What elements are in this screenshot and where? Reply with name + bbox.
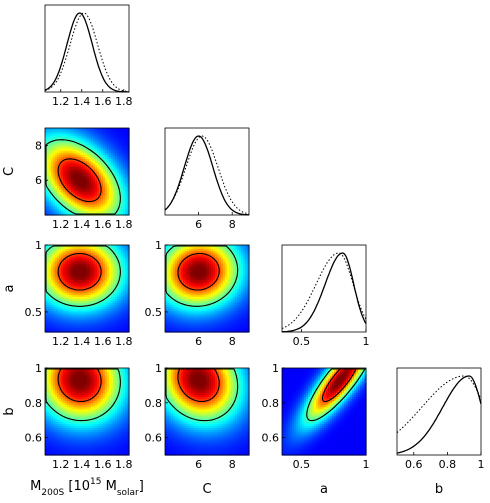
- x-axis-label-M-superscript: 15: [90, 477, 101, 487]
- contour-outer-M-a: [45, 245, 121, 307]
- x-axis-label-C: C: [202, 482, 211, 497]
- marginal-panel-b: [396, 367, 482, 456]
- x-tick-label-M-1.4: 1.4: [73, 335, 91, 348]
- x-axis-label-M-subscript: 200S: [41, 488, 64, 498]
- x-tick-label-a-0.5: 0.5: [293, 458, 311, 471]
- contour-outer-C-b: [165, 368, 239, 422]
- y-axis-label-b: b: [2, 407, 17, 415]
- x-axis-label-M-mid2: M: [101, 479, 116, 494]
- x-tick-label-a-0.5: 0.5: [293, 335, 311, 348]
- marginal-panel-M: [44, 4, 130, 93]
- y-tick-label-a-0.5: 0.5: [145, 306, 163, 319]
- x-axis-label-M-mid: [10: [64, 479, 90, 494]
- marginal-curve-solid-C: [164, 135, 249, 216]
- joint-frame-M-C: [44, 127, 130, 216]
- joint-frame-C-a: [164, 244, 250, 333]
- contour-outer-a-b: [306, 368, 366, 422]
- y-tick-label-b-0.6: 0.6: [262, 432, 280, 445]
- marginal-panel-C: [164, 127, 250, 216]
- joint-panel-C-b: [164, 367, 250, 456]
- x-tick-label-C-6: 6: [195, 335, 202, 348]
- marginal-panel-a: [281, 244, 367, 333]
- y-tick-label-b-1: 1: [35, 362, 42, 375]
- x-tick-label-b-1: 1: [478, 458, 485, 471]
- y-tick-label-C-8: 8: [35, 139, 42, 152]
- joint-frame-C-b: [164, 367, 250, 456]
- joint-panel-M-a: [44, 244, 130, 333]
- contour-outer-M-C: [45, 139, 121, 215]
- contour-inner-M-C: [57, 158, 102, 203]
- x-tick-label-M-1.4: 1.4: [73, 218, 91, 231]
- x-axis-label-M-end: ]: [139, 479, 144, 494]
- marginal-curve-solid-M: [44, 12, 130, 93]
- x-tick-label-M-1.6: 1.6: [94, 335, 112, 348]
- x-axis-label-a: a: [320, 482, 328, 497]
- y-tick-label-b-0.6: 0.6: [25, 432, 43, 445]
- x-axis-label-M-subscript2: solar: [117, 488, 139, 498]
- x-tick-label-M-1.2: 1.2: [52, 218, 70, 231]
- joint-panel-C-a: [164, 244, 250, 333]
- x-tick-label-C-8: 8: [229, 335, 236, 348]
- x-tick-label-M-1.2: 1.2: [52, 458, 70, 471]
- density-map-a-b: [282, 368, 367, 456]
- marginal-frame-C: [164, 127, 250, 216]
- contour-inner-C-a: [177, 252, 220, 291]
- marginal-curve-solid-b: [396, 375, 482, 454]
- x-tick-label-C-6: 6: [195, 458, 202, 471]
- joint-panel-M-C: [44, 127, 130, 216]
- x-axis-label-M-main: M: [30, 479, 41, 494]
- x-tick-label-M-1.8: 1.8: [115, 335, 133, 348]
- marginal-curve-dotted-b: [396, 375, 482, 433]
- contour-outer-M-b: [45, 368, 121, 422]
- y-tick-label-b-0.8: 0.8: [262, 397, 280, 410]
- x-tick-label-M-1.6: 1.6: [94, 458, 112, 471]
- x-tick-label-b-0.6: 0.6: [405, 458, 423, 471]
- contour-outer-C-a: [165, 245, 239, 307]
- x-tick-label-C-8: 8: [229, 458, 236, 471]
- y-tick-label-b-1: 1: [272, 362, 279, 375]
- x-axis-label-b: b: [435, 482, 443, 497]
- density-map-M-b: [45, 368, 130, 456]
- x-tick-label-M-1.4: 1.4: [73, 95, 91, 108]
- y-tick-label-a-0.5: 0.5: [25, 306, 43, 319]
- marginal-curve-dotted-C: [164, 135, 250, 215]
- joint-panel-M-b: [44, 367, 130, 456]
- x-tick-label-a-1: 1: [363, 335, 370, 348]
- joint-panel-a-b: [281, 367, 367, 456]
- marginal-frame-b: [396, 367, 482, 456]
- x-tick-label-b-0.8: 0.8: [439, 458, 457, 471]
- x-tick-label-a-1: 1: [363, 458, 370, 471]
- y-tick-label-b-0.8: 0.8: [145, 397, 163, 410]
- y-tick-label-a-1: 1: [155, 239, 162, 252]
- joint-frame-M-a: [44, 244, 130, 333]
- x-tick-label-M-1.8: 1.8: [115, 218, 133, 231]
- x-tick-label-C-6: 6: [195, 218, 202, 231]
- joint-frame-a-b: [281, 367, 367, 456]
- x-tick-label-M-1.4: 1.4: [73, 458, 91, 471]
- marginal-frame-M: [44, 4, 130, 93]
- x-tick-label-M-1.6: 1.6: [94, 218, 112, 231]
- y-tick-label-b-1: 1: [155, 362, 162, 375]
- y-tick-label-b-0.8: 0.8: [25, 397, 43, 410]
- y-tick-label-b-0.6: 0.6: [145, 432, 163, 445]
- x-axis-label-M: M200S [1015 Msolar]: [30, 477, 144, 498]
- density-map-M-C: [45, 128, 130, 216]
- x-tick-label-M-1.8: 1.8: [115, 458, 133, 471]
- y-axis-label-C: C: [2, 167, 17, 176]
- x-tick-label-M-1.6: 1.6: [94, 95, 112, 108]
- x-tick-label-M-1.2: 1.2: [52, 95, 70, 108]
- x-tick-label-C-8: 8: [229, 218, 236, 231]
- y-tick-label-C-6: 6: [35, 174, 42, 187]
- y-tick-label-a-1: 1: [35, 239, 42, 252]
- y-axis-label-a: a: [2, 285, 17, 293]
- x-tick-label-M-1.2: 1.2: [52, 335, 70, 348]
- density-map-C-a: [165, 245, 250, 333]
- contour-inner-M-a: [57, 252, 102, 291]
- marginal-curve-solid-a: [282, 252, 367, 333]
- x-tick-label-M-1.8: 1.8: [115, 95, 133, 108]
- joint-frame-M-b: [44, 367, 130, 456]
